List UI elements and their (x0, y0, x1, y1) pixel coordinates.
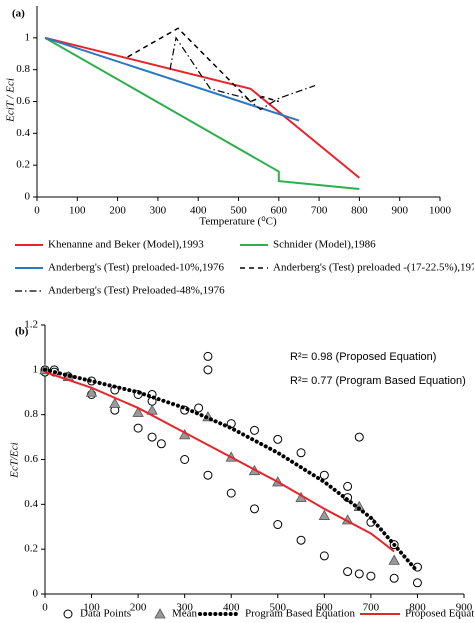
x-tick-label: 800 (351, 205, 368, 217)
legend-label: Anderberg's (Test) Preloaded-48%,1976 (48, 285, 225, 297)
data-point (133, 423, 143, 433)
series-line (169, 36, 316, 111)
data-point (194, 403, 204, 413)
y-tick-label: 0.8 (24, 408, 38, 420)
x-tick-label: 400 (190, 205, 207, 217)
mean-marker (318, 509, 331, 520)
x-tick-label: 500 (270, 602, 287, 614)
mean-marker (388, 554, 400, 565)
x-tick-label: 900 (391, 205, 408, 217)
panel-label: (a) (12, 8, 25, 20)
x-tick-label: 100 (69, 205, 86, 217)
data-point (354, 432, 364, 442)
data-point (296, 535, 306, 545)
y-tick-label: 1 (25, 31, 31, 43)
data-point (366, 571, 376, 581)
series-line (43, 367, 420, 574)
data-point (343, 481, 353, 491)
data-point (412, 578, 422, 588)
data-point (180, 455, 190, 464)
y-tick-label: 0.6 (24, 453, 38, 465)
y-tick-label: 0.8 (16, 63, 30, 75)
y-tick-label: 1 (33, 363, 39, 375)
series-line (44, 36, 360, 191)
x-tick-label: 0 (42, 602, 48, 614)
y-tick-label: 1.2 (24, 319, 38, 331)
series-line (44, 36, 300, 122)
legend-label: Schnider (Model),1986 (273, 239, 376, 251)
data-point (343, 567, 353, 577)
mean-marker (146, 404, 158, 415)
y-tick-label: 0.6 (16, 95, 30, 107)
data-point (354, 569, 364, 579)
data-point (319, 470, 329, 480)
legend-label: Khenanne and Beker (Model),1993 (48, 239, 204, 251)
series-line (44, 36, 361, 179)
legend-label: Anderberg's (Test) preloaded-10%,1976 (48, 262, 225, 274)
legend-label: Data Points (80, 608, 131, 620)
x-tick-label: 300 (176, 602, 193, 614)
legend-label: Program Based Equation (245, 608, 355, 620)
y-tick-label: 0.4 (24, 498, 38, 510)
x-tick-label: 100 (83, 602, 100, 614)
x-axis-label: Temperature (⁰C) (199, 216, 277, 228)
y-tick-label: 0 (25, 191, 31, 203)
x-tick-label: 1000 (429, 205, 452, 217)
y-tick-label: 0.4 (16, 127, 30, 139)
legend-swatch (154, 608, 166, 619)
data-point (273, 434, 283, 444)
y-axis-label: EcT/Eci (9, 442, 21, 478)
y-tick-label: 0.2 (24, 543, 38, 555)
mean-marker (85, 386, 98, 397)
data-point (250, 504, 259, 514)
x-tick-label: 400 (223, 602, 240, 614)
data-point (226, 488, 236, 498)
panel-label: (b) (15, 326, 29, 338)
legend-label: Proposed Equation (405, 608, 474, 620)
x-tick-label: 600 (271, 205, 288, 217)
annotation: R²= 0.98 (Proposed Equation) (290, 351, 436, 363)
x-tick-label: 900 (456, 602, 473, 614)
series-line (127, 27, 280, 103)
x-tick-label: 700 (363, 602, 380, 614)
y-tick-label: 0.2 (16, 159, 30, 171)
legend-swatch (63, 609, 73, 619)
mean-marker (109, 397, 121, 408)
data-point (156, 439, 166, 449)
x-tick-label: 200 (130, 602, 147, 614)
x-tick-label: 0 (34, 205, 40, 217)
x-tick-label: 800 (409, 602, 426, 614)
series-line (44, 371, 395, 553)
x-tick-label: 300 (150, 205, 167, 217)
x-tick-label: 500 (230, 205, 247, 217)
data-point (389, 573, 399, 583)
data-point (250, 425, 259, 435)
x-tick-label: 600 (316, 602, 333, 614)
x-tick-label: 200 (109, 205, 126, 217)
data-point (273, 520, 283, 530)
data-point (203, 351, 213, 361)
data-point (203, 470, 213, 480)
y-tick-label: 0 (33, 588, 39, 600)
data-point (296, 448, 306, 458)
data-point (319, 551, 329, 561)
legend-label: Mean (172, 608, 198, 620)
y-axis-label: EciT / Eci (5, 78, 17, 123)
data-point (203, 365, 213, 375)
x-tick-label: 700 (311, 205, 328, 217)
annotation: R²= 0.77 (Program Based Equation) (290, 375, 466, 387)
mean-marker (132, 406, 144, 417)
data-point (147, 432, 157, 442)
legend-label: Anderberg's (Test) preloaded -(17-22.5%)… (273, 262, 474, 274)
